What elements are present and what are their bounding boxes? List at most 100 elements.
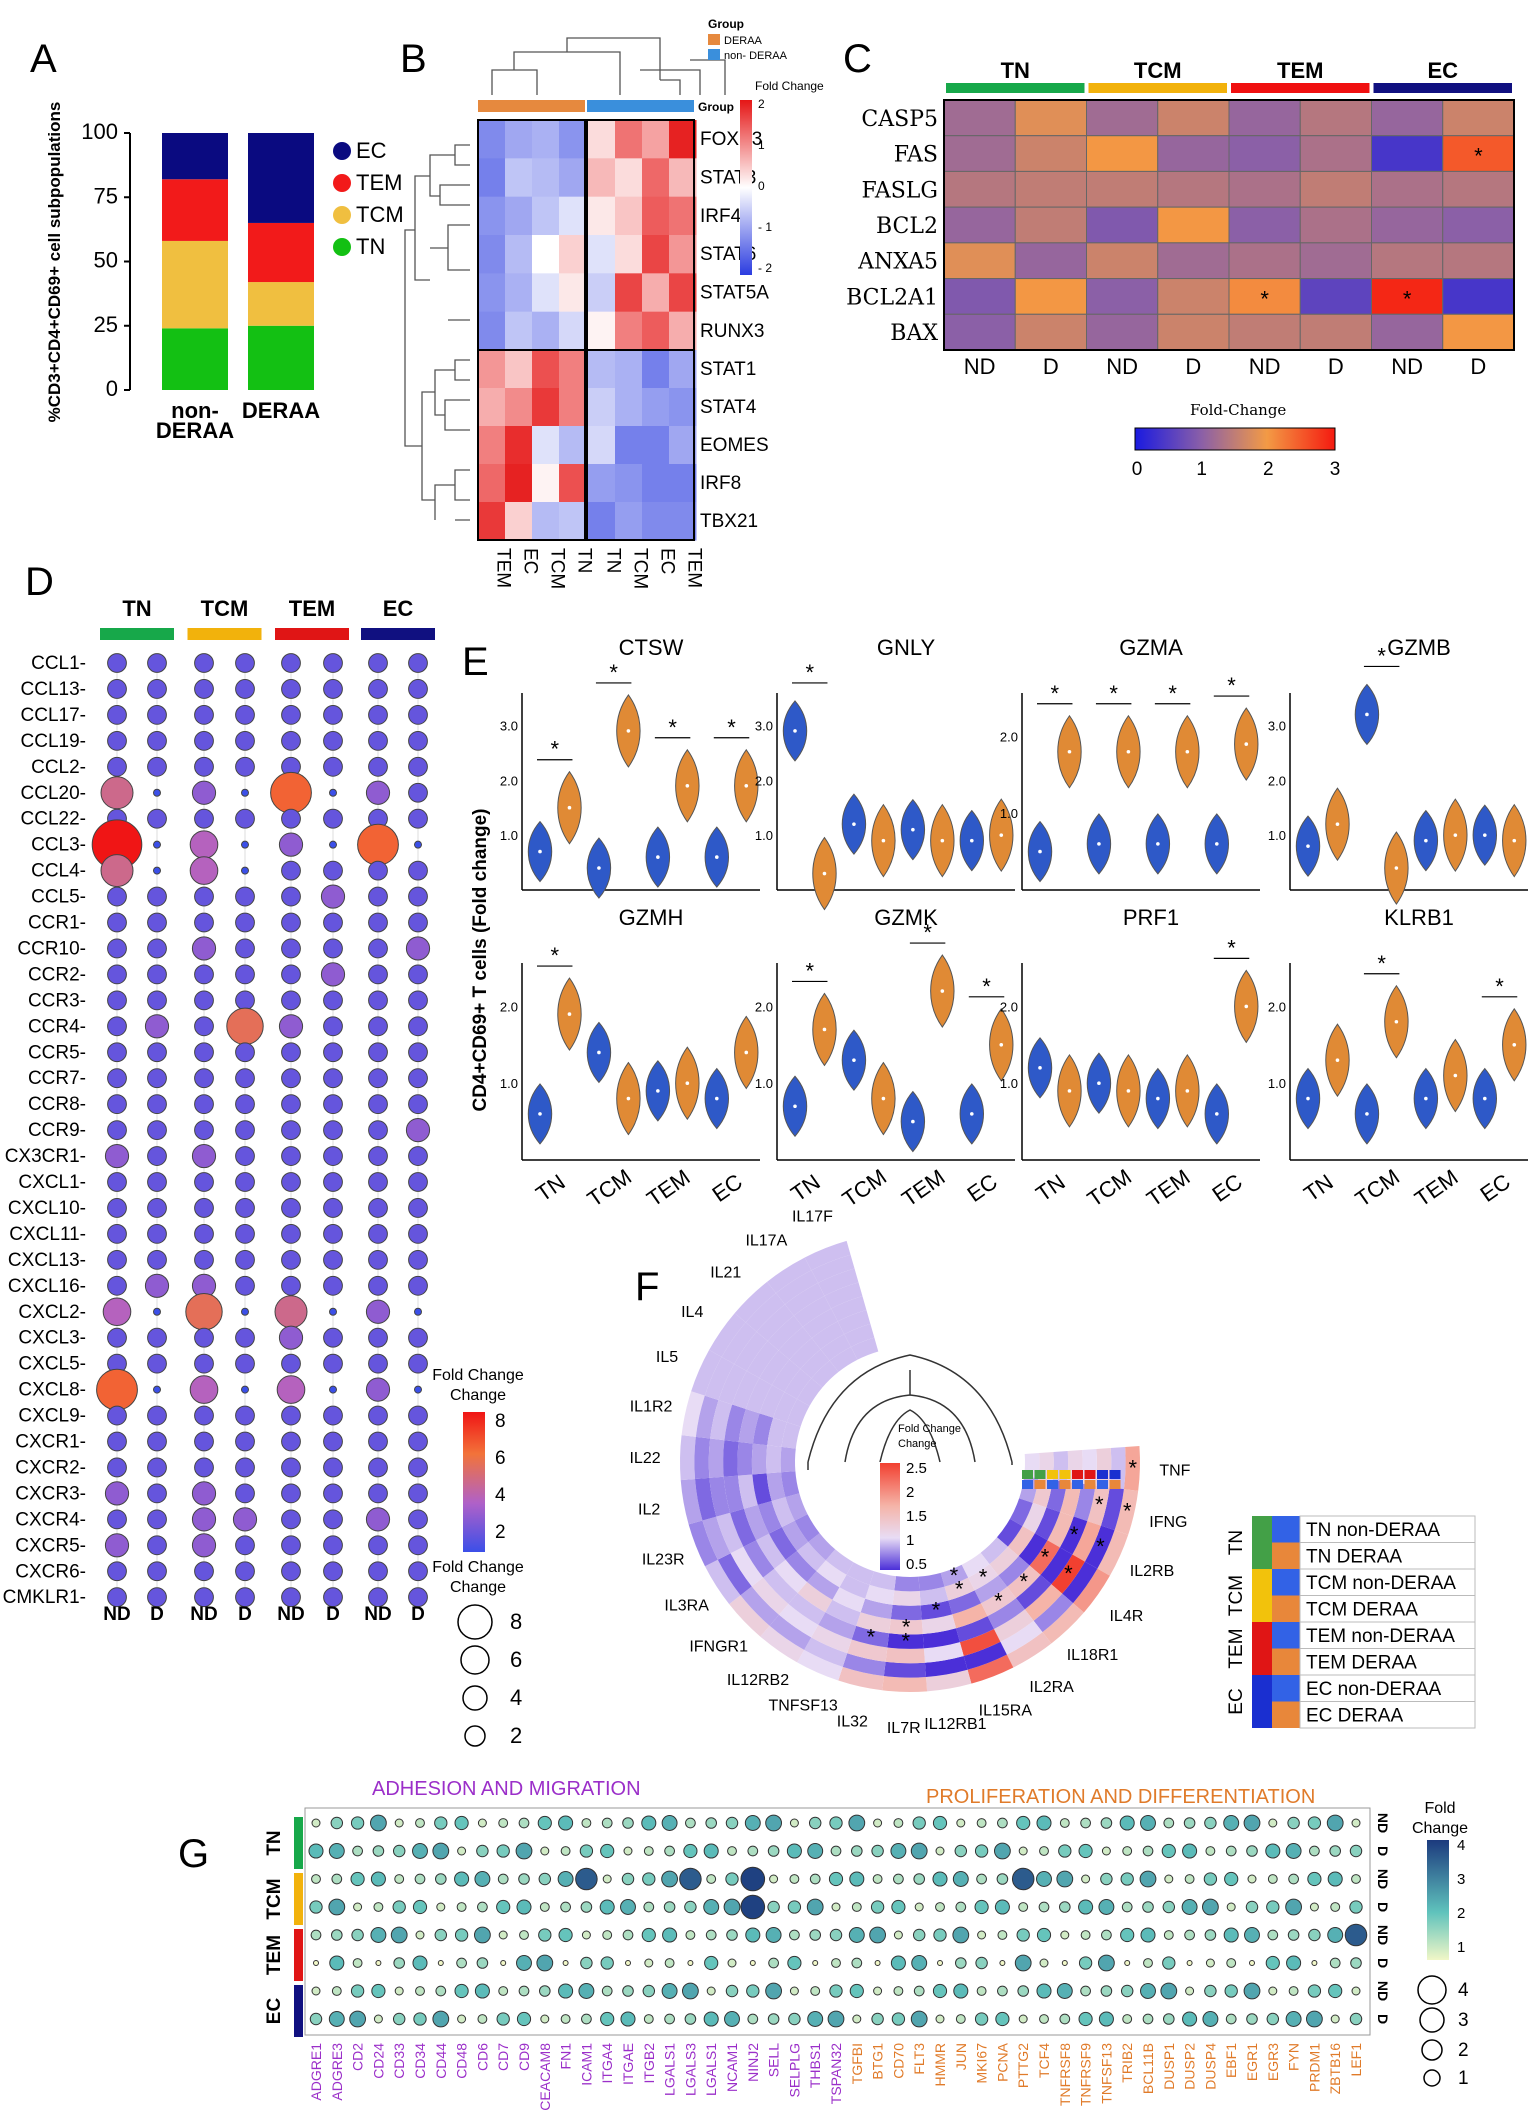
c-cell <box>1299 242 1372 280</box>
g-bubble <box>1122 1846 1133 1856</box>
f-ring-cell <box>740 1586 780 1626</box>
b-col-label: TN <box>574 548 595 573</box>
g-bubble <box>1267 1874 1278 1884</box>
d-size-legend-label: 8 <box>510 1609 522 1634</box>
b-legend-swatch-deraa <box>708 34 720 45</box>
g-bubble <box>328 1898 346 1916</box>
g-bubble <box>1288 1873 1299 1885</box>
g-bubble <box>935 1846 945 1856</box>
g-bubble <box>852 2014 862 2024</box>
b-row-label: FOXP3 <box>700 129 762 150</box>
e-y-tick-label: 2.0 <box>1000 729 1018 744</box>
g-bubble <box>1243 1814 1261 1832</box>
f-ring-cell <box>1073 1483 1096 1522</box>
g-gene-label: DUSP4 <box>1202 2043 1218 2090</box>
g-bubble <box>1249 1960 1255 1966</box>
g-gene-label: LGALS1 <box>662 2043 678 2096</box>
e-sig-star: * <box>1168 681 1177 706</box>
d-bubble <box>281 1587 301 1608</box>
d-bubble <box>274 1295 308 1329</box>
d-bubble <box>147 1120 167 1140</box>
g-size-legend-label: 3 <box>1458 2010 1469 2031</box>
g-bubble <box>1308 1928 1321 1942</box>
e-violin-median <box>999 1043 1004 1047</box>
d-bubble <box>368 679 388 699</box>
d-bubble <box>368 1120 388 1140</box>
f-ring-cell <box>890 1604 922 1621</box>
g-bubble <box>869 1926 886 1944</box>
g-bubble <box>849 1983 864 1999</box>
g-bubble <box>1140 1815 1156 1831</box>
d-row-label: CMKLR1- <box>3 1587 86 1608</box>
g-bubble <box>1014 1954 1032 1972</box>
a-y-tick-label: 25 <box>94 312 118 337</box>
f-significance-star: * <box>1096 1534 1105 1559</box>
g-bubble <box>1351 1818 1361 1828</box>
g-bubble <box>1243 1982 1261 2000</box>
g-gene-label: BCL11B <box>1140 2043 1156 2094</box>
g-bubble <box>1143 1958 1153 1968</box>
g-gene-label: CD34 <box>412 2043 428 2079</box>
d-row-label: CCR2- <box>28 964 86 985</box>
g-bubble <box>498 1930 508 1940</box>
g-bubble <box>1098 1899 1115 1915</box>
b-cell <box>615 235 643 274</box>
b-cell <box>559 311 587 351</box>
f-significance-star: * <box>955 1576 964 1601</box>
b-group-bar-non-deraa <box>587 100 694 112</box>
g-bubble <box>1204 1984 1217 1998</box>
d-bubble <box>147 912 167 933</box>
g-bubble <box>620 2011 636 2027</box>
d-bubble <box>235 1483 255 1504</box>
g-bubble <box>1327 1927 1344 1943</box>
d-bubble <box>241 840 249 849</box>
g-bubble <box>558 1983 574 1999</box>
d-bubble <box>194 1327 214 1348</box>
a-legend-label-tcm: TCM <box>356 202 404 227</box>
d-bubble <box>235 912 255 933</box>
g-bubble <box>311 1874 321 1884</box>
g-bubble <box>331 1929 343 1941</box>
d-bubble <box>408 1042 428 1063</box>
d-bubble <box>189 830 219 859</box>
d-bubble <box>323 1249 343 1270</box>
g-gene-label: CD24 <box>370 2043 386 2079</box>
e-violin-median <box>1185 749 1190 754</box>
d-size-legend-label: 4 <box>510 1685 522 1710</box>
panel-letter-b: B <box>400 37 427 81</box>
d-bubble <box>153 866 161 875</box>
g-bubble <box>1161 1843 1176 1859</box>
d-bubble <box>100 776 134 810</box>
g-row-label: D <box>1375 2014 1391 2024</box>
e-violin-median <box>597 1050 601 1055</box>
g-colorbar <box>1427 1840 1449 1960</box>
g-bubble <box>913 1985 925 1997</box>
d-bubble <box>281 1457 301 1478</box>
d-bubble <box>104 1143 130 1169</box>
d-bubble <box>235 938 255 959</box>
g-subset-label-tcm: TCM <box>264 1878 285 1919</box>
g-bubble <box>1142 2013 1154 2025</box>
g-bubble <box>1225 1845 1237 1857</box>
d-bubble <box>107 1587 127 1608</box>
g-bubble <box>1184 1874 1195 1884</box>
d-bubble <box>323 808 343 829</box>
e-violin-median <box>911 827 915 832</box>
c-colorbar-tick: 0 <box>1132 459 1143 480</box>
f-gene-label: IL17A <box>745 1232 787 1249</box>
b-cell <box>505 426 533 465</box>
f-ring-cell <box>784 1283 825 1316</box>
d-bubble <box>368 1016 388 1037</box>
g-bubble <box>434 1928 448 1942</box>
c-cell <box>943 170 1016 208</box>
f-ring-cell <box>1042 1603 1084 1644</box>
d-bubble <box>235 990 255 1011</box>
g-bubble <box>415 1930 425 1940</box>
c-colorbar-title: Fold-Change <box>1190 401 1286 419</box>
g-bubble <box>807 2011 824 2027</box>
d-bubble <box>329 1307 337 1316</box>
g-bubble <box>724 2011 740 2027</box>
e-panel-gzmb: GZMB 1.0 2.0 3.0 * <box>1268 635 1528 905</box>
f-ring-cell <box>778 1326 812 1360</box>
